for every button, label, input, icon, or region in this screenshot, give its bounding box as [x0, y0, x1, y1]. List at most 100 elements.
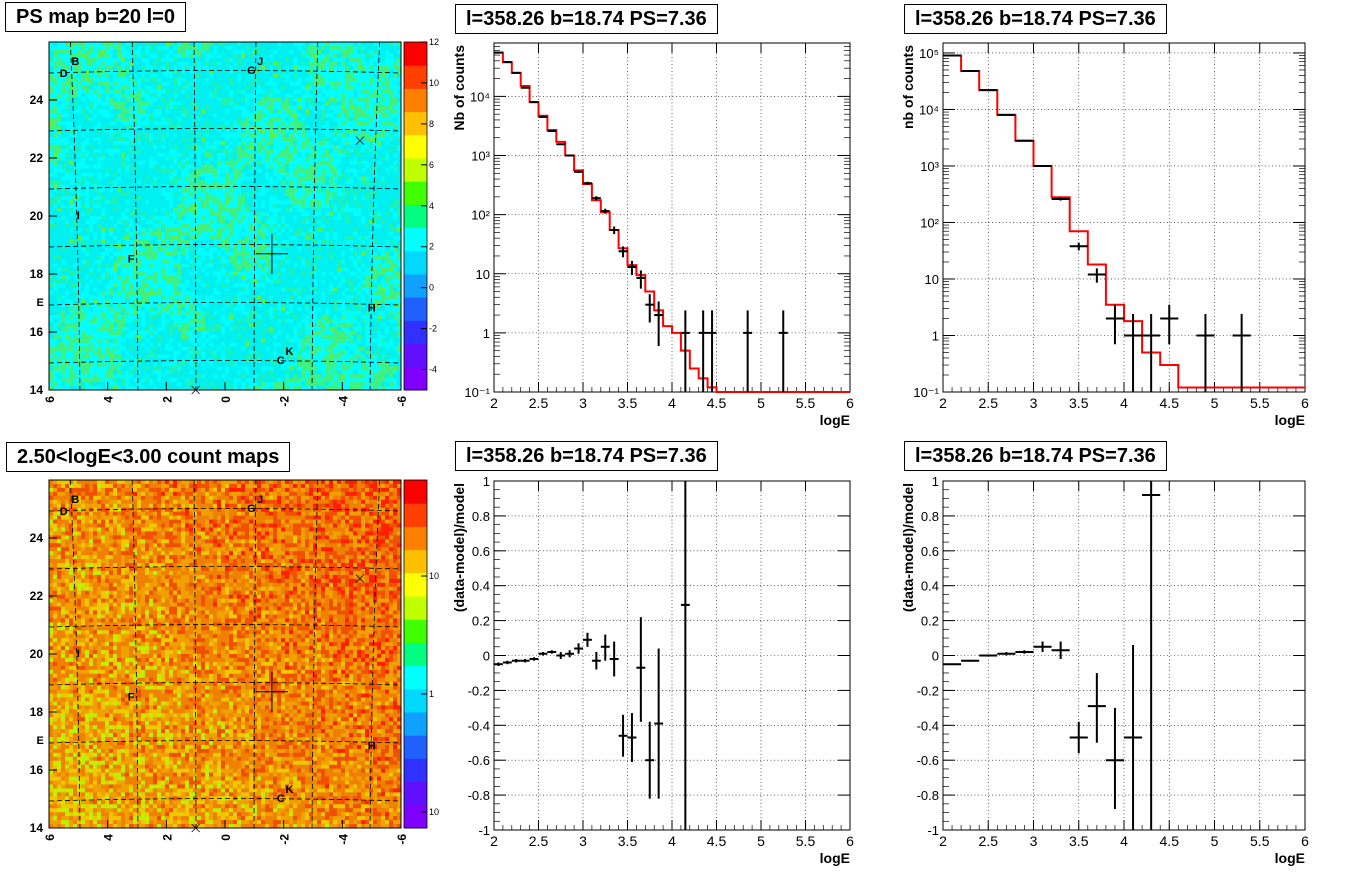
- data-point: [778, 310, 788, 392]
- colorbar-segment: [404, 111, 427, 136]
- colorbar-segment: [404, 134, 427, 159]
- y-tick-label: 10: [925, 272, 939, 287]
- residual-panel-1: 2 2.5 3 3.5 4 4.5 5 5.5 6 -1 -0.8 -0.6 -0.4 -0.2 0 0.2 0…: [448, 438, 893, 876]
- source-label: E: [37, 297, 44, 309]
- colorbar-segment: [404, 804, 427, 829]
- y-axis-label: (data-model)/model: [900, 483, 916, 612]
- y-tick-label: 10²: [471, 208, 490, 223]
- data-point: [680, 481, 690, 830]
- colorbar-tick-label: 6: [429, 160, 434, 170]
- data-point: [1051, 641, 1070, 659]
- y-tick-label: 14: [30, 821, 44, 835]
- x-tick-label: 6: [846, 395, 854, 411]
- source-label: K: [286, 346, 294, 358]
- x-tick-label: 2: [490, 833, 498, 849]
- colorbar-segment: [404, 758, 427, 783]
- colorbar-frame: [403, 479, 428, 829]
- data-point: [591, 652, 601, 670]
- colorbar-tick-label: 10: [429, 571, 439, 581]
- graticule-parallel: [48, 740, 402, 744]
- colorbar-tick-label: 10⁻¹: [429, 807, 440, 817]
- data-point: [1033, 164, 1052, 167]
- x-tick-label: 3: [579, 395, 587, 411]
- plot-frame: [493, 42, 851, 393]
- y-tick-label: 22: [30, 151, 44, 165]
- x-axis-label: logE: [1275, 412, 1305, 428]
- x-marker: [191, 823, 200, 833]
- x-tick-label: -2: [278, 396, 292, 407]
- y-tick-label: 10⁴: [470, 89, 490, 104]
- data-point: [556, 143, 566, 146]
- data-point: [529, 101, 539, 104]
- x-tick-label: 4: [1120, 395, 1128, 411]
- x-tick-label: 3: [1030, 395, 1038, 411]
- y-tick-label: 0.2: [472, 614, 490, 629]
- data-point: [1015, 650, 1034, 654]
- data-point: [538, 115, 548, 118]
- y-tick-label: 0.2: [921, 614, 939, 629]
- x-tick-label: -4: [336, 396, 350, 407]
- residual-panel-2: 2 2.5 3 3.5 4 4.5 5 5.5 6 -1 -0.8 -0.6 -0.4 -0.2 0 0.2 0…: [897, 438, 1348, 876]
- x-axis-label: logE: [1275, 850, 1305, 866]
- y-tick-label: -0.4: [917, 718, 939, 733]
- data-point: [609, 641, 619, 677]
- y-tick-label: 0: [932, 649, 939, 664]
- data-point: [583, 181, 592, 185]
- data-point: [520, 658, 530, 663]
- y-tick-label: -0.6: [917, 753, 939, 768]
- colorbar-tick-label: 0: [429, 283, 434, 293]
- colorbar-tick-label: 1: [429, 689, 434, 699]
- data-point: [565, 650, 575, 658]
- y-tick-label: 10³: [471, 149, 490, 164]
- y-tick-label: 10⁻¹: [913, 385, 939, 400]
- y-tick-label: -0.2: [468, 683, 490, 698]
- y-tick-label: 10⁻¹: [464, 385, 490, 400]
- y-tick-label: 10³: [920, 159, 939, 174]
- x-tick-label: 3.5: [618, 833, 638, 849]
- x-tick-label: 4.5: [1160, 395, 1180, 411]
- x-tick-label: 0: [219, 834, 233, 841]
- data-point: [556, 652, 566, 659]
- source-label: F: [128, 691, 135, 703]
- data-point: [618, 714, 628, 757]
- y-tick-label: 18: [30, 267, 44, 281]
- x-tick-label: 4.5: [707, 395, 727, 411]
- colorbar-segment: [404, 712, 427, 736]
- x-tick-label: 0: [219, 396, 233, 403]
- data-point: [943, 663, 962, 666]
- data-point: [636, 617, 646, 722]
- y-tick-label: 18: [30, 705, 44, 719]
- data-point: [1124, 645, 1143, 830]
- colorbar-tick-label: 10: [429, 78, 439, 88]
- y-tick-label: 10⁵: [919, 46, 939, 61]
- x-tick-label: 6: [846, 833, 854, 849]
- x-tick-label: 6: [43, 396, 57, 403]
- data-point: [1142, 314, 1161, 392]
- grid-lines: [943, 481, 1305, 830]
- data-point: [494, 662, 503, 666]
- colorbar-tick-label: 8: [429, 119, 434, 129]
- source-label: J: [257, 56, 263, 68]
- y-tick-label: 0.4: [472, 579, 490, 594]
- x-tick-label: -6: [395, 834, 409, 845]
- colorbar-segment: [404, 274, 427, 298]
- spectrum-title-1: l=358.26 b=18.74 PS=7.36: [455, 4, 718, 34]
- y-axis-label: nb of counts: [900, 45, 916, 129]
- data-point: [1051, 197, 1070, 201]
- data-point: [1069, 721, 1088, 754]
- data-point: [1069, 242, 1088, 251]
- data-point: [600, 208, 610, 214]
- source-label: G: [247, 65, 256, 77]
- x-marker: [355, 574, 365, 583]
- data-point: [680, 310, 690, 392]
- data-point: [1087, 268, 1106, 283]
- residual-chart-2: 2 2.5 3 3.5 4 4.5 5 5.5 6 -1 -0.8 -0.6 -0.4 -0.2 0 0.2 0…: [900, 474, 1309, 866]
- x-tick-label: 5: [757, 833, 765, 849]
- data-point: [997, 113, 1016, 116]
- x-tick-label: 4: [1120, 833, 1128, 849]
- data-point: [583, 632, 592, 647]
- residual-title-1: l=358.26 b=18.74 PS=7.36: [455, 441, 718, 471]
- source-label: E: [37, 735, 44, 747]
- y-tick-label: 10: [476, 267, 490, 282]
- colorbar-tick-label: 4: [429, 201, 434, 211]
